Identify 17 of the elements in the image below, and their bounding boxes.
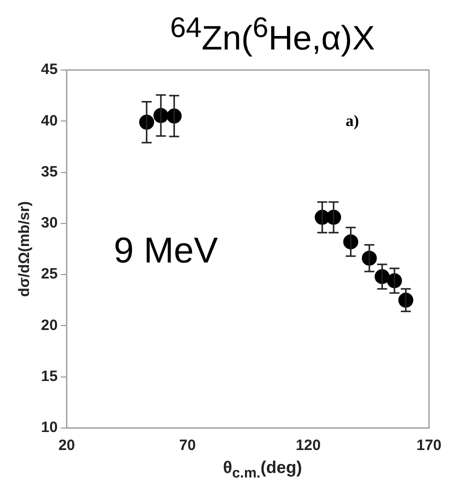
- y-axis-title: dσ/dΩ(mb/sr): [16, 202, 34, 298]
- y-tick-label: 30: [40, 214, 58, 232]
- x-axis-title: θ$_{c.m.}$(deg): [222, 458, 304, 482]
- annotation: a): [346, 113, 359, 130]
- x-tick-label: 120: [296, 437, 321, 454]
- y-tick-label: 10: [40, 419, 58, 436]
- annotation: 9 MeV: [114, 230, 218, 271]
- y-tick-label: 45: [40, 61, 58, 78]
- x-tick-label: 20: [58, 437, 76, 454]
- y-tick-label: 20: [40, 317, 58, 334]
- y-tick-label: 25: [40, 266, 58, 284]
- x-tick-label: 70: [179, 437, 196, 454]
- chart-title: $^{64}$Zn($^{6}$He,α)X: [169, 11, 376, 58]
- y-tick-label: 40: [40, 112, 58, 130]
- y-tick-label: 15: [40, 368, 58, 386]
- x-tick-label: 170: [416, 437, 442, 454]
- y-tick-label: 35: [40, 164, 58, 181]
